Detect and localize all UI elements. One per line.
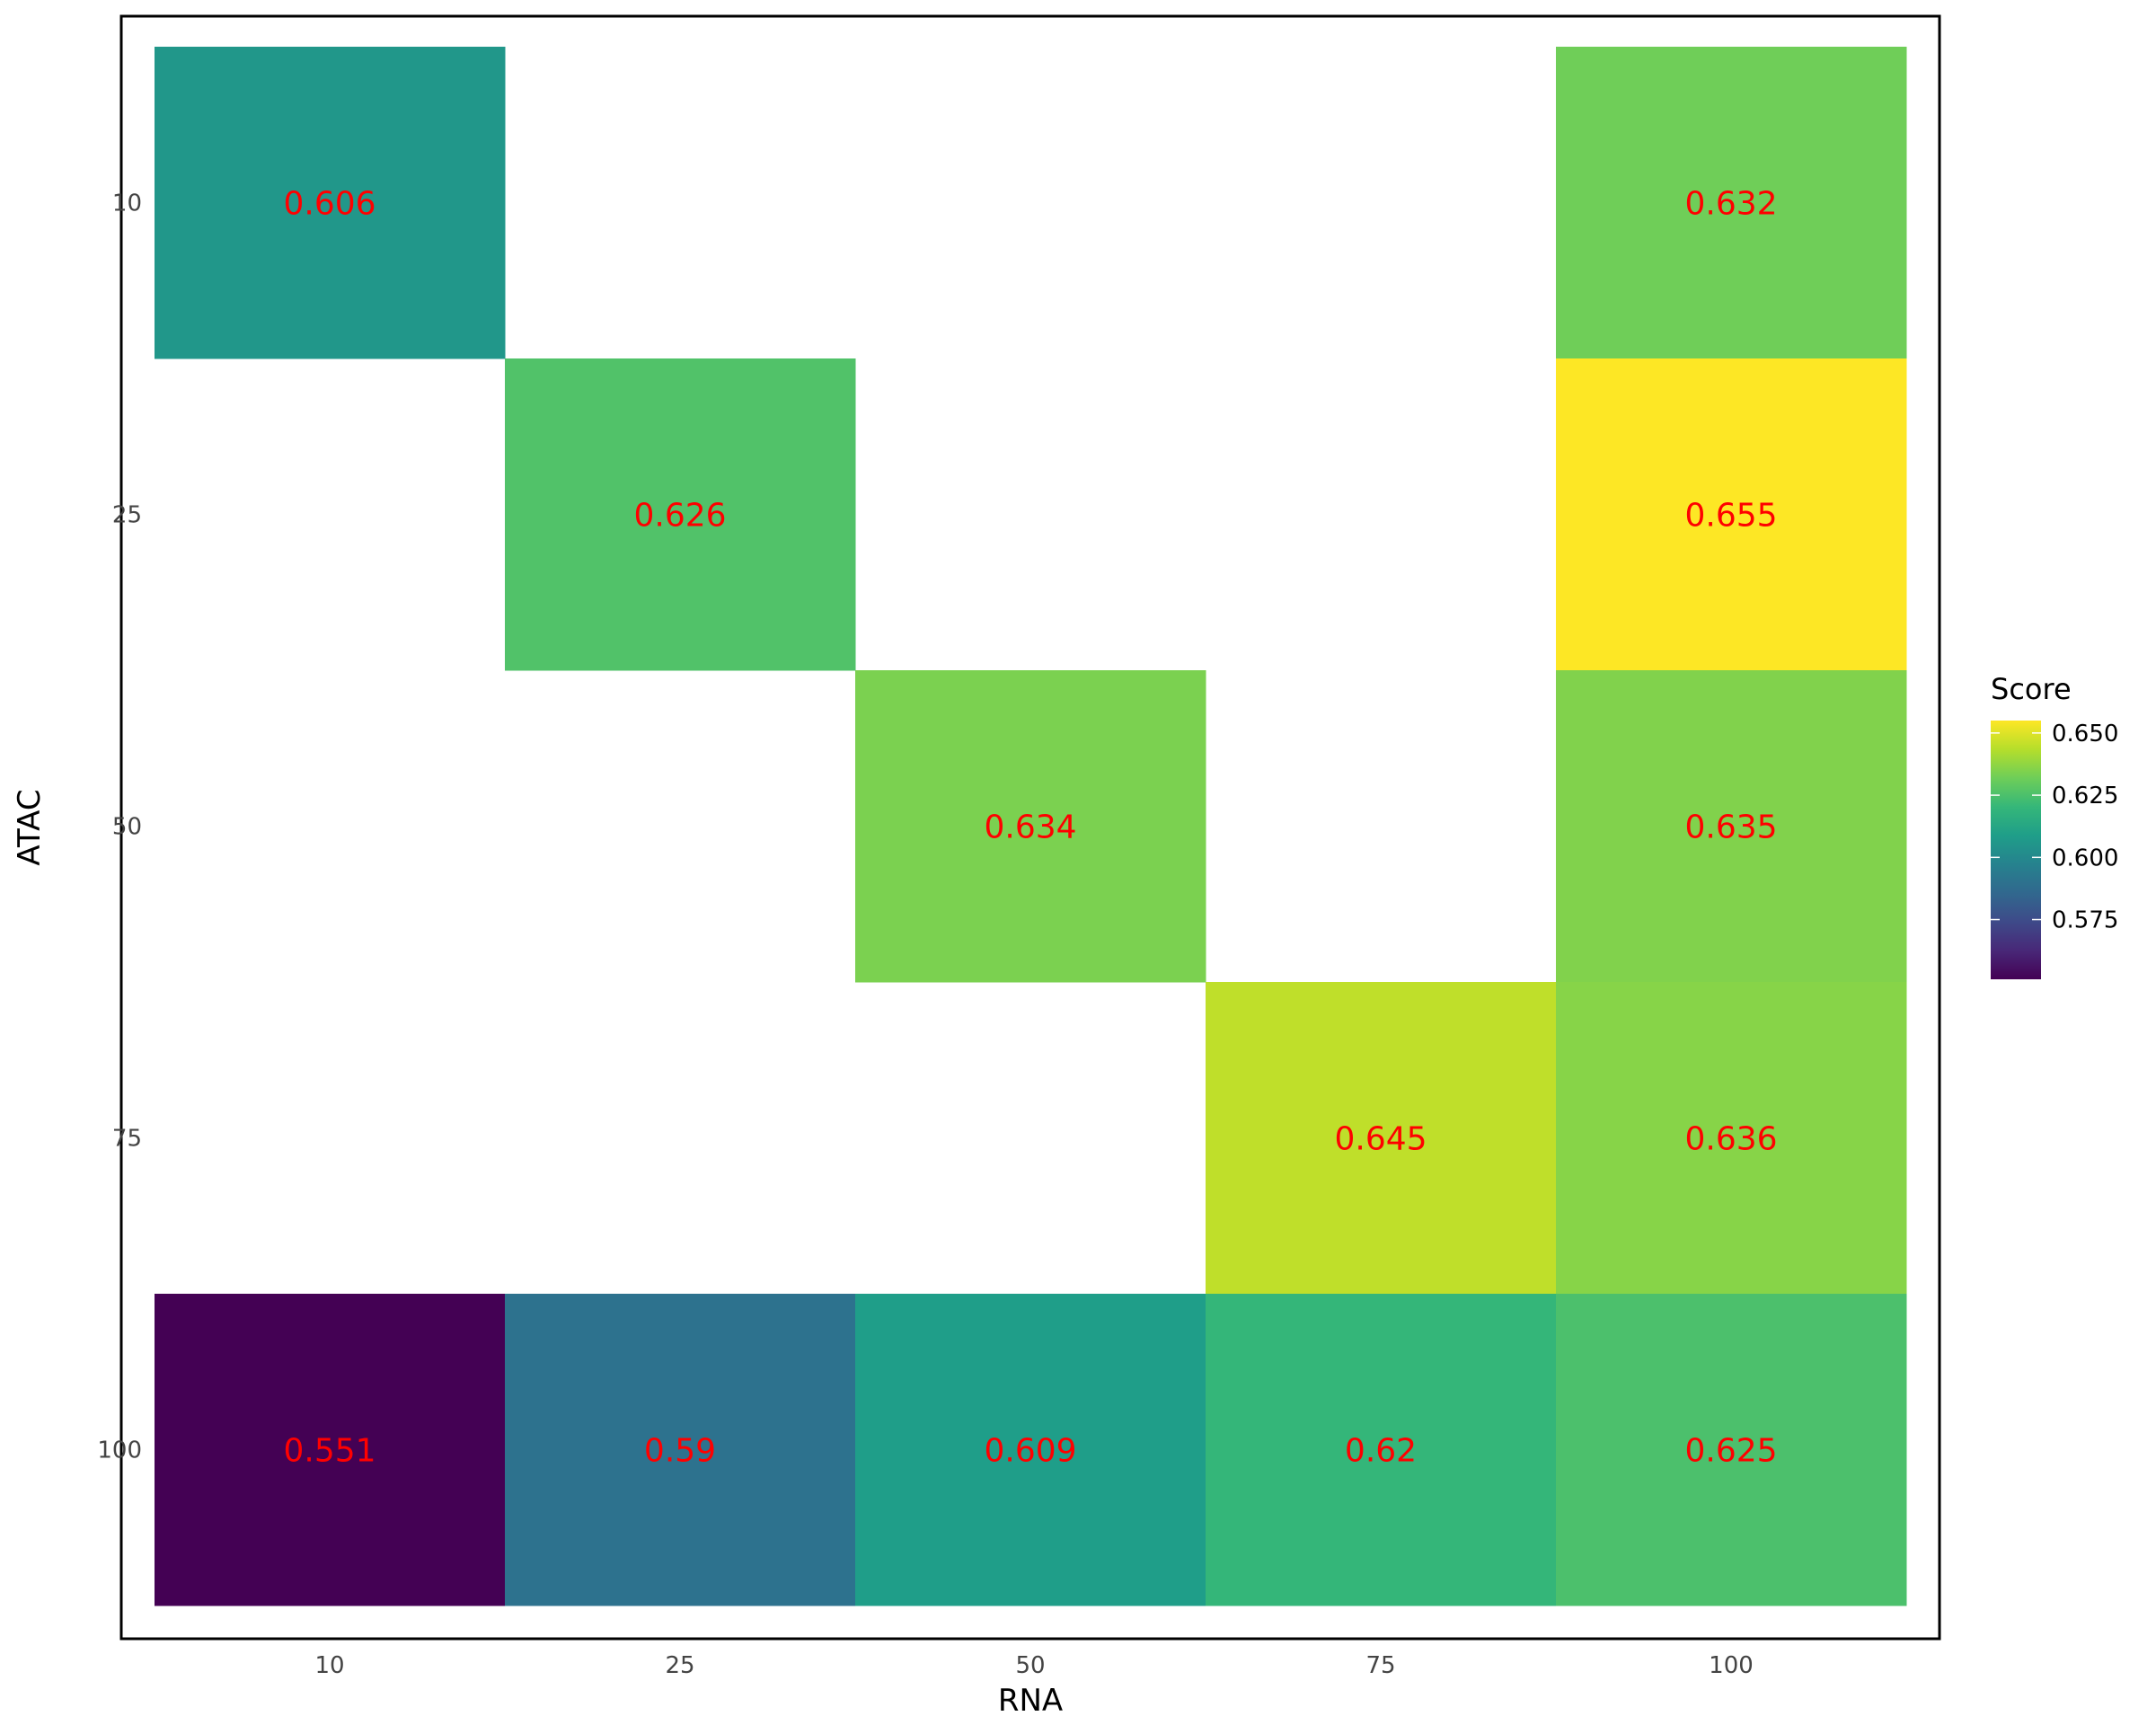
cell-value-label: 0.59 bbox=[644, 1433, 716, 1470]
heatmap-cell bbox=[855, 1294, 1206, 1606]
heatmap-cell bbox=[1556, 670, 1907, 983]
heatmap-cell bbox=[1556, 47, 1907, 359]
cell-value-label: 0.551 bbox=[283, 1433, 376, 1470]
cell-value-label: 0.655 bbox=[1684, 498, 1777, 535]
legend-tick-label: 0.625 bbox=[2052, 783, 2118, 809]
x-tick-label: 100 bbox=[1709, 1652, 1754, 1679]
cell-value-label: 0.645 bbox=[1334, 1121, 1427, 1158]
heatmap-cell bbox=[505, 358, 856, 671]
cell-value-label: 0.609 bbox=[984, 1433, 1076, 1470]
legend-ticks: 0.575 0.600 0.625 0.650 bbox=[1991, 721, 2118, 934]
cell-value-label: 0.635 bbox=[1684, 809, 1777, 846]
y-tick-label: 75 bbox=[112, 1126, 142, 1153]
heatmap-cell bbox=[1556, 982, 1907, 1295]
heatmap-cell bbox=[1556, 358, 1907, 671]
x-axis-title: RNA bbox=[998, 1683, 1063, 1719]
legend-tick-label: 0.575 bbox=[2052, 907, 2118, 934]
x-tick-label: 25 bbox=[665, 1652, 694, 1679]
color-legend: Score 0.575 0.600 0.625 0.650 bbox=[1991, 672, 2118, 979]
plot-panel-border bbox=[119, 14, 1941, 1641]
y-tick-label: 10 bbox=[112, 190, 142, 217]
cell-value-label: 0.634 bbox=[984, 809, 1076, 846]
y-tick-label: 50 bbox=[112, 814, 142, 841]
legend-tick-label: 0.650 bbox=[2052, 721, 2118, 748]
y-tick-label: 25 bbox=[112, 502, 142, 529]
heatmap-cell bbox=[1206, 1294, 1557, 1606]
x-tick-label: 75 bbox=[1365, 1652, 1395, 1679]
legend-title: Score bbox=[1991, 672, 2072, 706]
cell-value-label: 0.636 bbox=[1684, 1121, 1777, 1158]
heatmap-cell bbox=[155, 1294, 506, 1606]
y-axis-title: ATAC bbox=[12, 789, 48, 865]
heatmap-cell bbox=[1556, 1294, 1907, 1606]
heatmap-cells: 0.606 0.632 0.626 0.655 0.634 0.635 0.645 0.636… bbox=[155, 47, 1907, 1606]
heatmap-cell bbox=[855, 670, 1206, 983]
cell-value-label: 0.625 bbox=[1684, 1433, 1777, 1470]
heatmap-cell bbox=[155, 47, 506, 359]
heatmap-cell bbox=[505, 1294, 856, 1606]
x-tick-label: 10 bbox=[314, 1652, 344, 1679]
y-tick-label: 100 bbox=[97, 1438, 142, 1464]
legend-colorbar bbox=[1991, 721, 2041, 979]
cell-value-label: 0.606 bbox=[283, 186, 376, 223]
legend-tick-label: 0.600 bbox=[2052, 845, 2118, 871]
heatmap-cell bbox=[1206, 982, 1557, 1295]
cell-value-label: 0.626 bbox=[633, 498, 726, 535]
cell-value-label: 0.632 bbox=[1684, 186, 1777, 223]
y-axis-ticks: 10 25 50 75 100 bbox=[97, 190, 142, 1464]
cell-value-label: 0.62 bbox=[1345, 1433, 1417, 1470]
x-tick-label: 50 bbox=[1015, 1652, 1045, 1679]
x-axis-ticks: 10 25 50 75 100 bbox=[314, 1652, 1753, 1679]
